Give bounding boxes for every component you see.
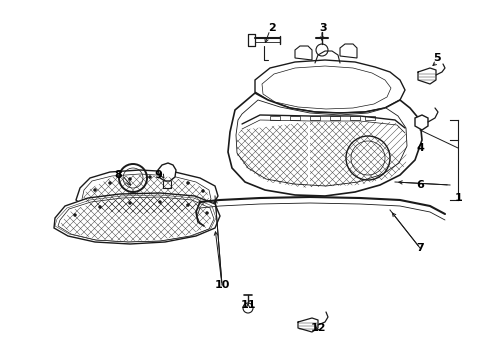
Circle shape (93, 189, 96, 192)
Circle shape (168, 176, 171, 180)
Polygon shape (58, 197, 214, 242)
Text: 3: 3 (319, 23, 326, 33)
Text: 5: 5 (432, 53, 440, 63)
Text: 12: 12 (309, 323, 325, 333)
Text: 9: 9 (154, 170, 162, 180)
Polygon shape (262, 66, 390, 109)
Polygon shape (349, 116, 359, 120)
Circle shape (73, 213, 76, 216)
Polygon shape (329, 116, 339, 120)
Polygon shape (309, 116, 319, 120)
Circle shape (158, 201, 161, 203)
Polygon shape (289, 116, 299, 120)
Circle shape (201, 189, 204, 193)
Circle shape (186, 181, 189, 185)
Circle shape (186, 203, 189, 207)
Polygon shape (158, 163, 176, 181)
Circle shape (205, 212, 208, 215)
Polygon shape (269, 116, 280, 120)
Text: 4: 4 (415, 143, 423, 153)
Circle shape (108, 181, 111, 185)
Polygon shape (82, 174, 210, 215)
Polygon shape (339, 44, 356, 58)
Polygon shape (76, 170, 218, 216)
Text: 7: 7 (415, 243, 423, 253)
Text: 1: 1 (454, 193, 462, 203)
Polygon shape (364, 116, 374, 120)
Text: 11: 11 (240, 300, 255, 310)
Circle shape (148, 176, 151, 179)
Circle shape (98, 206, 102, 208)
Polygon shape (236, 100, 406, 186)
Circle shape (128, 202, 131, 204)
Polygon shape (54, 193, 220, 244)
Text: 10: 10 (214, 280, 229, 290)
Polygon shape (254, 60, 404, 113)
Text: 8: 8 (114, 170, 122, 180)
Circle shape (128, 177, 131, 180)
Polygon shape (227, 93, 421, 196)
Text: 2: 2 (267, 23, 275, 33)
Polygon shape (414, 115, 427, 130)
Text: 6: 6 (415, 180, 423, 190)
Polygon shape (294, 46, 311, 60)
